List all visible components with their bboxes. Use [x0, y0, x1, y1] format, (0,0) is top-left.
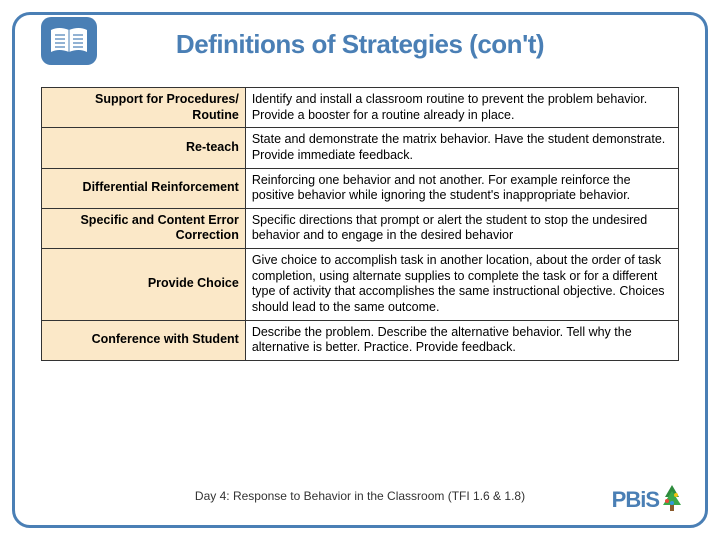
logo-text: PBiS — [612, 487, 659, 513]
table-row: Support for Procedures/ Routine Identify… — [42, 88, 679, 128]
table-row: Differential Reinforcement Reinforcing o… — [42, 168, 679, 208]
row-definition: Describe the problem. Describe the alter… — [245, 320, 678, 360]
table-row: Re-teach State and demonstrate the matri… — [42, 128, 679, 168]
tree-icon — [661, 483, 683, 513]
table-row: Conference with Student Describe the pro… — [42, 320, 679, 360]
table-row: Specific and Content Error Correction Sp… — [42, 208, 679, 248]
row-label: Differential Reinforcement — [42, 168, 246, 208]
table-row: Provide Choice Give choice to accomplish… — [42, 249, 679, 321]
row-label: Re-teach — [42, 128, 246, 168]
row-definition: Give choice to accomplish task in anothe… — [245, 249, 678, 321]
definitions-table: Support for Procedures/ Routine Identify… — [41, 87, 679, 361]
page-title: Definitions of Strategies (con't) — [15, 29, 705, 60]
definitions-tbody: Support for Procedures/ Routine Identify… — [42, 88, 679, 361]
row-label: Specific and Content Error Correction — [42, 208, 246, 248]
row-definition: Identify and install a classroom routine… — [245, 88, 678, 128]
row-label: Provide Choice — [42, 249, 246, 321]
row-label: Support for Procedures/ Routine — [42, 88, 246, 128]
footer-note: Day 4: Response to Behavior in the Class… — [15, 489, 705, 503]
slide-frame: Definitions of Strategies (con't) Suppor… — [12, 12, 708, 528]
row-definition: Specific directions that prompt or alert… — [245, 208, 678, 248]
row-label: Conference with Student — [42, 320, 246, 360]
row-definition: Reinforcing one behavior and not another… — [245, 168, 678, 208]
row-definition: State and demonstrate the matrix behavio… — [245, 128, 678, 168]
pbis-logo: PBiS — [612, 483, 683, 513]
header: Definitions of Strategies (con't) — [15, 29, 705, 60]
